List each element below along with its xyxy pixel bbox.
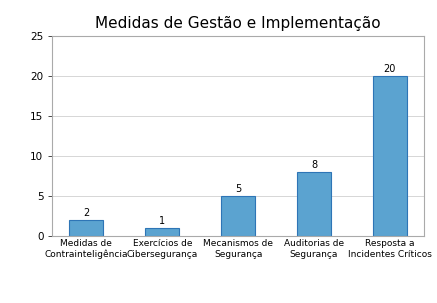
Text: 20: 20 (384, 64, 396, 74)
Bar (69, 220, 104, 236)
Text: 8: 8 (311, 160, 317, 170)
Title: Medidas de Gestão e Implementação: Medidas de Gestão e Implementação (95, 16, 381, 31)
Bar (373, 76, 407, 236)
Text: 5: 5 (235, 184, 241, 194)
Text: 2: 2 (83, 208, 90, 218)
Bar (297, 172, 331, 236)
Bar (221, 196, 255, 236)
Text: 1: 1 (159, 216, 165, 226)
Bar (145, 228, 179, 236)
